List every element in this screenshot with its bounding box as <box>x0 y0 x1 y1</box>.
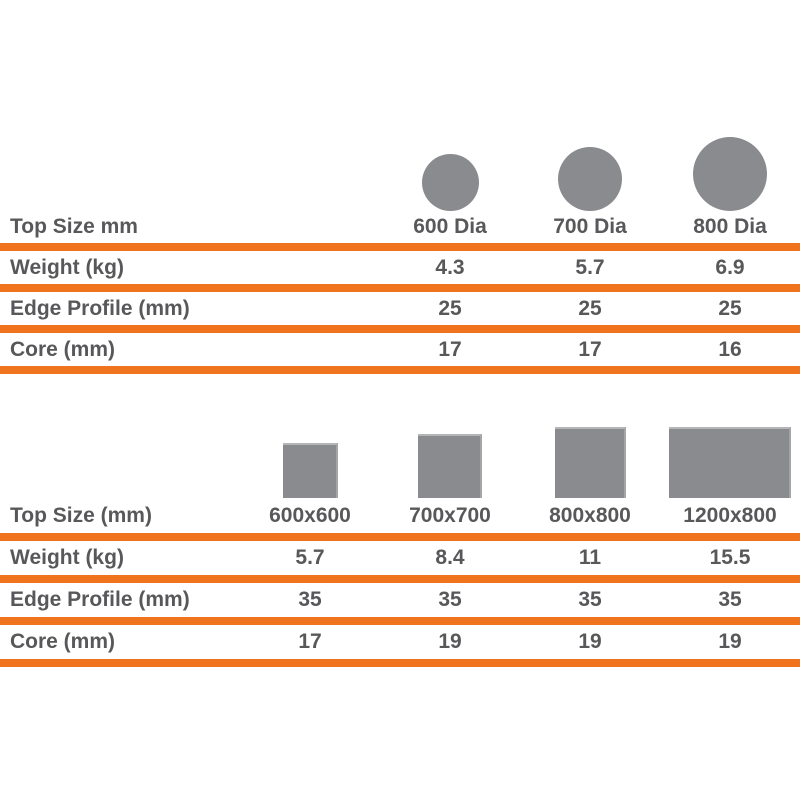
row-label-edge-profile: Edge Profile (mm) <box>10 296 190 320</box>
shape-cell-600x600 <box>240 427 380 498</box>
circle-700-dia-icon <box>558 147 622 211</box>
shape-cell-600-dia <box>380 0 520 211</box>
square-800x800-icon <box>554 427 626 498</box>
weight-value-600x600: 5.7 <box>295 546 325 569</box>
edge-profile-value-600x600: 35 <box>298 588 322 611</box>
shape-cell-700-dia <box>520 0 660 211</box>
row-label-core: Core (mm) <box>10 337 116 361</box>
edge-profile-value-1200x800: 35 <box>718 588 742 611</box>
round-column-header-800-dia: 800 Dia <box>693 215 767 238</box>
shapes-row-spacer <box>0 427 240 498</box>
divider-line <box>0 575 800 583</box>
square-column-header-1200x800: 1200x800 <box>683 503 777 527</box>
square-column-header-700x700: 700x700 <box>409 503 491 527</box>
round-tops-table: Top Size mm 600 Dia 700 Dia 800 Dia Weig… <box>0 0 800 374</box>
shape-cell-800x800 <box>520 427 660 498</box>
edge-profile-value-800-dia: 25 <box>718 296 742 320</box>
square-corner-label: Top Size (mm) <box>10 503 152 527</box>
weight-value-700x700: 8.4 <box>435 546 465 569</box>
divider-line <box>0 617 800 625</box>
round-weight-row: Weight (kg) 4.3 5.7 6.9 <box>0 251 800 284</box>
weight-value-700-dia: 5.7 <box>575 255 605 279</box>
core-value-600x600: 17 <box>298 630 322 653</box>
round-core-row: Core (mm) 17 17 16 <box>0 333 800 366</box>
row-label-edge-profile: Edge Profile (mm) <box>10 588 190 611</box>
core-value-800x800: 19 <box>578 630 602 653</box>
square-header-row: Top Size (mm) 600x600 700x700 800x800 12… <box>0 498 800 533</box>
core-value-700x700: 19 <box>438 630 462 653</box>
round-corner-label: Top Size mm <box>10 215 138 238</box>
circle-800-dia-icon <box>693 137 767 211</box>
round-column-header-600-dia: 600 Dia <box>413 215 487 238</box>
weight-value-1200x800: 15.5 <box>709 546 751 569</box>
divider-line <box>0 284 800 292</box>
core-value-700-dia: 17 <box>578 337 602 361</box>
weight-value-600-dia: 4.3 <box>435 255 465 279</box>
edge-profile-value-800x800: 35 <box>578 588 602 611</box>
round-column-header-700-dia: 700 Dia <box>553 215 627 238</box>
square-shapes-row <box>0 427 800 498</box>
square-weight-row: Weight (kg) 5.7 8.4 11 15.5 <box>0 541 800 575</box>
shape-cell-1200x800 <box>660 427 800 498</box>
edge-profile-value-700-dia: 25 <box>578 296 602 320</box>
square-600x600-icon <box>282 443 338 498</box>
shape-cell-800-dia <box>660 0 800 211</box>
row-label-weight: Weight (kg) <box>10 546 124 569</box>
divider-line <box>0 659 800 667</box>
edge-profile-value-700x700: 35 <box>438 588 462 611</box>
square-700x700-icon <box>418 434 482 498</box>
core-value-600-dia: 17 <box>438 337 462 361</box>
square-core-row: Core (mm) 17 19 19 19 <box>0 625 800 659</box>
round-header-row: Top Size mm 600 Dia 700 Dia 800 Dia <box>0 211 800 243</box>
round-edge-profile-row: Edge Profile (mm) 25 25 25 <box>0 292 800 325</box>
row-label-core: Core (mm) <box>10 630 116 653</box>
core-value-800-dia: 16 <box>718 337 742 361</box>
row-label-weight: Weight (kg) <box>10 255 124 279</box>
shape-cell-700x700 <box>380 427 520 498</box>
edge-profile-value-600-dia: 25 <box>438 296 462 320</box>
divider-line <box>0 243 800 251</box>
divider-line <box>0 325 800 333</box>
divider-line <box>0 366 800 374</box>
divider-line <box>0 533 800 541</box>
square-column-header-600x600: 600x600 <box>269 503 351 527</box>
square-tops-table: Top Size (mm) 600x600 700x700 800x800 12… <box>0 427 800 667</box>
weight-value-800x800: 11 <box>578 546 602 569</box>
core-value-1200x800: 19 <box>718 630 742 653</box>
round-shapes-row <box>0 0 800 211</box>
circle-600-dia-icon <box>421 154 479 211</box>
weight-value-800-dia: 6.9 <box>715 255 745 279</box>
square-edge-profile-row: Edge Profile (mm) 35 35 35 35 <box>0 583 800 617</box>
rectangle-1200x800-icon <box>669 427 791 498</box>
shapes-row-spacer <box>0 0 380 211</box>
square-column-header-800x800: 800x800 <box>549 503 631 527</box>
